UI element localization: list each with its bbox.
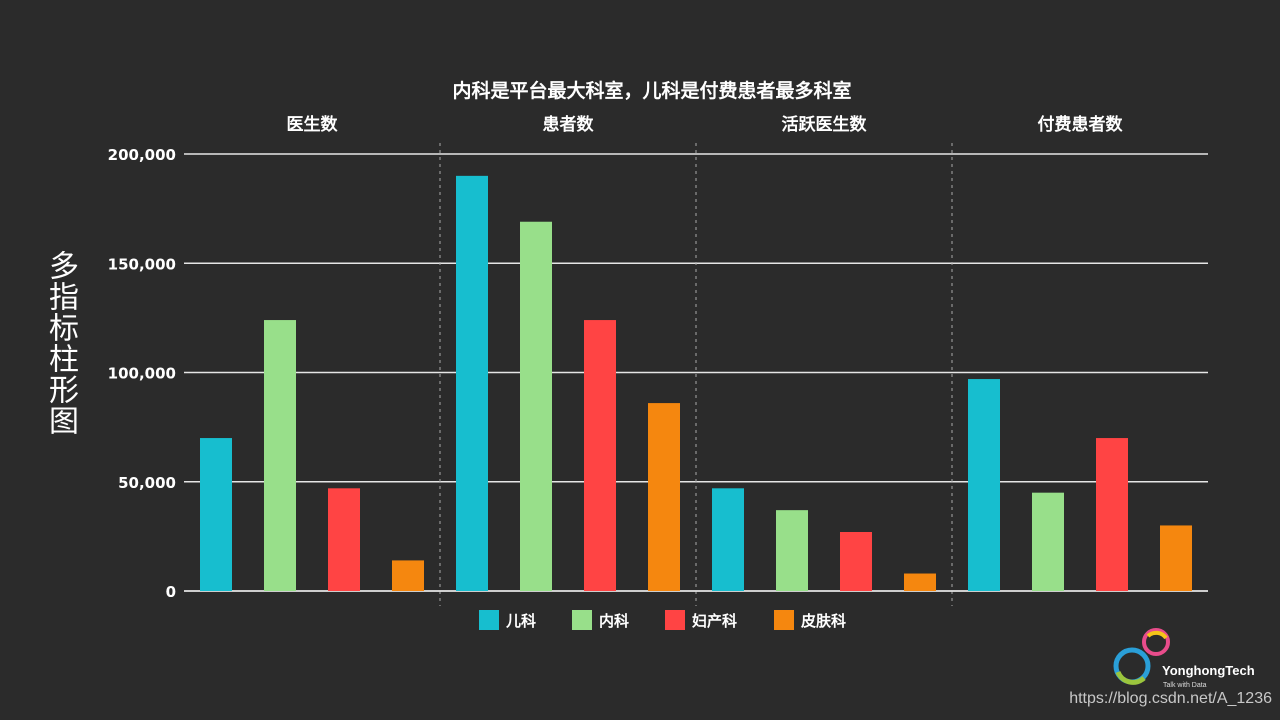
bar-妇产科: [840, 532, 872, 591]
y-tick-label: 150,000: [108, 255, 176, 273]
legend-swatch: [774, 610, 794, 630]
panel-label: 活跃医生数: [782, 114, 868, 135]
y-tick-label: 0: [166, 583, 176, 601]
legend-swatch: [479, 610, 499, 630]
y-tick-label: 50,000: [118, 474, 176, 492]
y-tick-label: 200,000: [108, 146, 176, 164]
bar-皮肤科: [648, 403, 680, 591]
bar-妇产科: [584, 320, 616, 591]
legend-label: 内科: [599, 612, 629, 630]
bar-皮肤科: [904, 573, 936, 591]
legend-label: 妇产科: [691, 612, 737, 630]
legend-label: 儿科: [505, 612, 536, 630]
bar-妇产科: [328, 488, 360, 591]
bar-儿科: [200, 438, 232, 591]
chart-title: 内科是平台最大科室，儿科是付费患者最多科室: [452, 79, 851, 102]
bar-儿科: [968, 379, 1000, 591]
bar-皮肤科: [1160, 525, 1192, 591]
bar-皮肤科: [392, 560, 424, 591]
bar-妇产科: [1096, 438, 1128, 591]
legend-swatch: [665, 610, 685, 630]
bar-内科: [776, 510, 808, 591]
y-tick-label: 100,000: [108, 365, 176, 383]
bar-儿科: [456, 175, 488, 591]
legend: 儿科 内科 妇产科 皮肤科: [479, 610, 846, 630]
legend-swatch: [572, 610, 592, 630]
panel-label: 医生数: [287, 114, 339, 135]
side-title: 多指标柱形图: [43, 250, 78, 436]
bar-内科: [264, 320, 296, 591]
bar-layer: [200, 175, 1192, 592]
bar-内科: [520, 221, 552, 592]
watermark-url: https://blog.csdn.net/A_1236: [1069, 690, 1272, 707]
panel-label: 付费患者数: [1038, 114, 1124, 135]
logo-tagline: Talk with Data: [1163, 682, 1207, 689]
panel-label: 患者数: [543, 114, 595, 135]
bar-内科: [1032, 492, 1064, 591]
yonghong-logo-icon: [1113, 628, 1170, 685]
label-layer: 0 50,000 100,000 150,000 200,000 医生数 患者数 活跃医生数 付…: [108, 79, 1124, 601]
legend-label: 皮肤科: [801, 612, 846, 630]
logo-name: YonghongTech: [1162, 663, 1255, 678]
bar-儿科: [712, 488, 744, 591]
